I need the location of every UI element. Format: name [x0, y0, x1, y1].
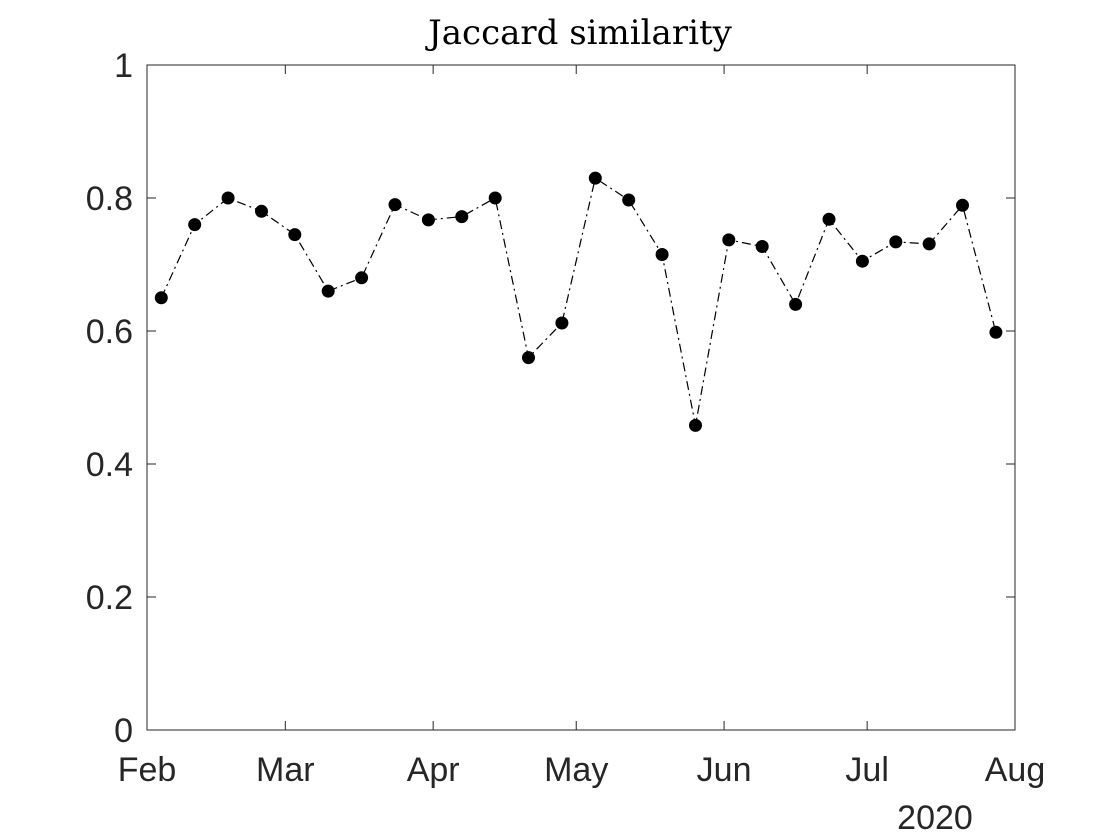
- x-tick-label: Feb: [118, 751, 177, 789]
- data-point: [388, 198, 402, 212]
- data-point: [555, 316, 569, 330]
- data-point: [355, 271, 369, 285]
- data-point: [655, 248, 669, 261]
- data-point: [689, 418, 702, 432]
- data-point: [221, 191, 235, 205]
- y-axis: 0 0.2 0.4 0.6 0.8 1: [86, 47, 1015, 750]
- x-tick-label: May: [544, 751, 608, 789]
- x-tick-label: Jul: [845, 751, 888, 789]
- data-point: [321, 284, 335, 298]
- plot-area: [147, 65, 1015, 730]
- y-tick-label: 0.4: [86, 446, 133, 484]
- data-point: [822, 212, 836, 226]
- chart-title: Jaccard similarity: [425, 13, 732, 53]
- data-point: [488, 191, 502, 205]
- data-point: [288, 228, 302, 242]
- data-point: [622, 193, 636, 207]
- data-point: [154, 291, 168, 305]
- y-tick-label: 0.6: [86, 313, 133, 351]
- data-point: [989, 325, 1003, 339]
- data-point: [588, 171, 602, 185]
- data-point: [789, 297, 803, 311]
- plot-frame: [146, 64, 1016, 731]
- y-tick-label: 0: [114, 712, 133, 750]
- data-point: [755, 240, 769, 253]
- series-line: [160, 177, 997, 426]
- data-point: [956, 198, 969, 212]
- data-point: [855, 254, 869, 268]
- data-point: [455, 210, 469, 224]
- y-tick-label: 0.8: [86, 180, 133, 218]
- x-tick-label: Aug: [985, 751, 1046, 789]
- data-point: [922, 237, 936, 251]
- x-tick-label: Mar: [256, 751, 315, 789]
- y-tick-label: 1: [114, 47, 133, 85]
- series-markers: [154, 171, 1003, 432]
- x-tick-label: Apr: [407, 751, 460, 789]
- y-tick-label: 0.2: [86, 579, 133, 617]
- x-axis: Feb Mar Apr May Jun Jul Aug: [118, 65, 1046, 789]
- data-point: [522, 351, 535, 365]
- x-tick-label: Jun: [697, 751, 752, 789]
- data-point: [188, 218, 202, 232]
- data-point: [255, 204, 268, 218]
- data-point: [722, 233, 736, 247]
- data-point: [421, 213, 435, 227]
- data-point: [889, 235, 903, 249]
- x-axis-year-label: 2020: [897, 799, 973, 837]
